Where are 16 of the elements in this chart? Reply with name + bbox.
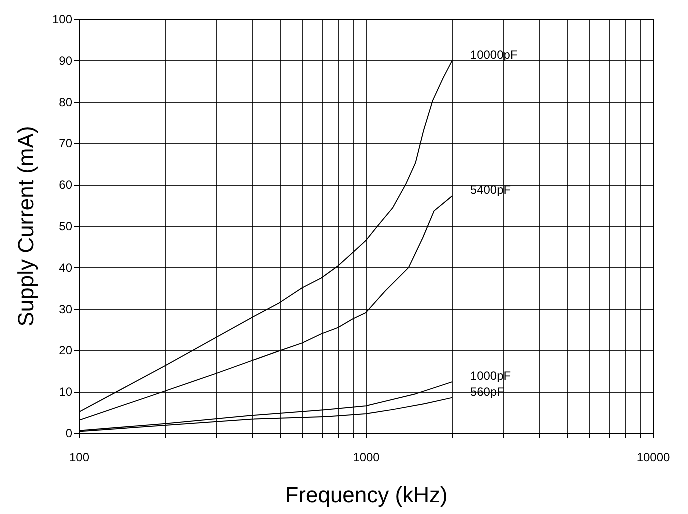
y-tick-label: 100 — [52, 12, 73, 26]
y-tick-label: 30 — [59, 302, 73, 316]
y-tick-label: 90 — [59, 54, 73, 68]
y-tick-label: 50 — [59, 220, 73, 234]
x-tick-label: 1000 — [353, 450, 380, 464]
y-axis-title: Supply Current (mA) — [13, 126, 38, 327]
y-tick-label: 10 — [59, 385, 73, 400]
y-tick-label: 80 — [59, 95, 73, 110]
x-axis-title: Frequency (kHz) — [285, 482, 448, 508]
x-tick-label: 10000 — [636, 450, 671, 464]
x-tick-label: 100 — [69, 450, 90, 464]
y-tick-label: 20 — [59, 344, 73, 358]
y-tick-label: 0 — [66, 426, 73, 440]
y-tick-label: 60 — [59, 178, 73, 192]
y-tick-label: 40 — [59, 260, 73, 275]
y-tick-label: 70 — [59, 136, 73, 151]
